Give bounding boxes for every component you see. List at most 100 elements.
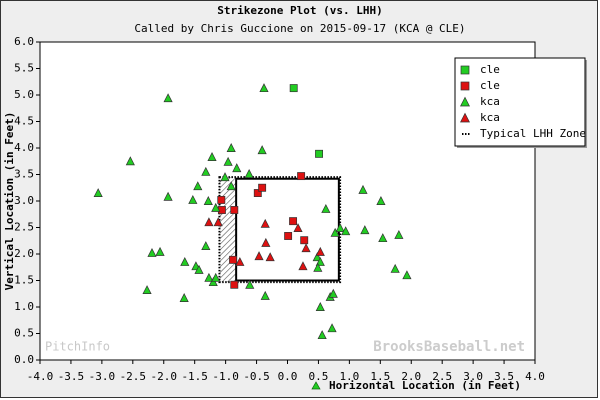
triangle-marker bbox=[360, 225, 370, 235]
y-tick-label: 2.0 bbox=[14, 247, 34, 260]
square-marker bbox=[297, 172, 306, 181]
triangle-marker bbox=[327, 323, 337, 333]
triangle-marker bbox=[315, 302, 325, 311]
triangle-marker bbox=[394, 229, 404, 239]
triangle-marker bbox=[460, 96, 470, 107]
triangle-marker bbox=[244, 169, 254, 178]
x-tick-label: -1.0 bbox=[212, 370, 239, 383]
triangle-marker bbox=[317, 330, 327, 340]
x-tick-label: 0.5 bbox=[309, 370, 329, 383]
triangle-marker bbox=[265, 252, 275, 262]
square-marker bbox=[300, 236, 309, 245]
legend-label: kca bbox=[480, 95, 500, 108]
triangle-marker bbox=[321, 203, 331, 213]
square-marker bbox=[315, 149, 324, 158]
y-tick-label: 3.0 bbox=[14, 194, 34, 207]
triangle-marker bbox=[211, 272, 221, 282]
triangle-marker bbox=[147, 247, 157, 257]
triangle-marker bbox=[93, 188, 103, 197]
triangle-marker bbox=[335, 223, 345, 232]
y-tick-label: 3.5 bbox=[14, 168, 34, 181]
x-tick-label: 1.0 bbox=[339, 370, 359, 383]
square-marker bbox=[460, 65, 470, 75]
y-tick-label: 5.5 bbox=[14, 62, 34, 75]
x-tick-label: -1.5 bbox=[181, 370, 208, 383]
x-tick-label: 2.0 bbox=[401, 370, 421, 383]
y-tick-label: 1.0 bbox=[14, 300, 34, 313]
triangle-marker bbox=[301, 243, 311, 253]
square-marker bbox=[460, 81, 470, 91]
triangle-marker bbox=[328, 288, 338, 298]
lhh-zone-hatch bbox=[219, 177, 237, 283]
triangle-marker bbox=[201, 166, 211, 176]
plot-area bbox=[39, 41, 536, 361]
square-marker bbox=[284, 232, 293, 240]
triangle-marker bbox=[254, 251, 264, 261]
chart-subtitle: Called by Chris Guccione on 2015-09-17 (… bbox=[134, 22, 465, 35]
chart-title: Strikezone Plot (vs. LHH) bbox=[217, 4, 383, 17]
watermark: BrooksBaseball.net bbox=[373, 339, 525, 355]
x-tick-label: 4.0 bbox=[525, 370, 545, 383]
square-marker bbox=[289, 217, 298, 226]
triangle-marker bbox=[125, 156, 135, 166]
triangle-marker bbox=[188, 194, 198, 204]
x-tick-label: -4.0 bbox=[27, 370, 54, 383]
x-tick-label: 1.5 bbox=[370, 370, 390, 383]
x-label-icon bbox=[311, 381, 321, 390]
triangle-marker bbox=[207, 152, 217, 161]
y-axis-label: Vertical Location (in Feet) bbox=[3, 112, 16, 291]
triangle-marker bbox=[204, 217, 214, 227]
triangle-marker bbox=[260, 290, 270, 300]
triangle-marker bbox=[378, 233, 388, 243]
square-marker bbox=[229, 255, 237, 264]
triangle-marker bbox=[223, 156, 233, 166]
triangle-marker bbox=[402, 270, 412, 280]
y-tick-label: 0.0 bbox=[14, 353, 34, 366]
triangle-marker bbox=[194, 264, 204, 274]
triangle-marker bbox=[293, 223, 303, 232]
square-marker bbox=[217, 206, 226, 214]
triangle-marker bbox=[163, 93, 173, 103]
square-marker bbox=[253, 189, 262, 197]
square-marker bbox=[217, 195, 226, 204]
legend-label: cle bbox=[480, 79, 500, 92]
triangle-marker bbox=[235, 256, 245, 266]
square-marker bbox=[289, 84, 298, 93]
triangle-marker bbox=[226, 143, 236, 152]
triangle-marker bbox=[213, 217, 223, 227]
triangle-marker bbox=[330, 227, 340, 237]
x-tick-label: -0.5 bbox=[243, 370, 270, 383]
legend-label: kca bbox=[480, 111, 500, 124]
legend: cle cle kca kca Typical LHH Zone bbox=[454, 57, 587, 148]
triangle-marker bbox=[201, 241, 211, 250]
triangle-marker bbox=[358, 184, 368, 194]
triangle-marker bbox=[179, 293, 189, 302]
triangle-marker bbox=[390, 263, 400, 273]
triangle-marker bbox=[180, 256, 190, 266]
triangle-marker bbox=[376, 196, 386, 205]
y-tick-label: 2.5 bbox=[14, 221, 34, 234]
legend-label: Typical LHH Zone bbox=[480, 127, 586, 140]
triangle-marker bbox=[226, 181, 236, 191]
triangle-marker bbox=[315, 256, 325, 266]
square-marker bbox=[258, 183, 267, 192]
triangle-marker bbox=[260, 218, 270, 228]
y-tick-label: 1.5 bbox=[14, 274, 34, 287]
triangle-marker bbox=[211, 202, 221, 212]
x-tick-label: 2.5 bbox=[432, 370, 452, 383]
triangle-marker bbox=[259, 83, 269, 93]
y-tick-label: 5.0 bbox=[14, 88, 34, 101]
x-tick-label: 3.0 bbox=[463, 370, 483, 383]
triangle-marker bbox=[163, 191, 173, 201]
y-tick-label: 6.0 bbox=[14, 35, 34, 48]
square-marker bbox=[230, 206, 239, 214]
triangle-marker bbox=[142, 285, 152, 294]
x-tick-label: 0.0 bbox=[278, 370, 298, 383]
lhh-zone bbox=[218, 176, 342, 284]
legend-label: cle bbox=[480, 63, 500, 76]
x-tick-label: -3.5 bbox=[58, 370, 85, 383]
legend-box bbox=[454, 57, 586, 147]
triangle-marker bbox=[341, 226, 351, 236]
x-tick-label: -2.5 bbox=[120, 370, 147, 383]
